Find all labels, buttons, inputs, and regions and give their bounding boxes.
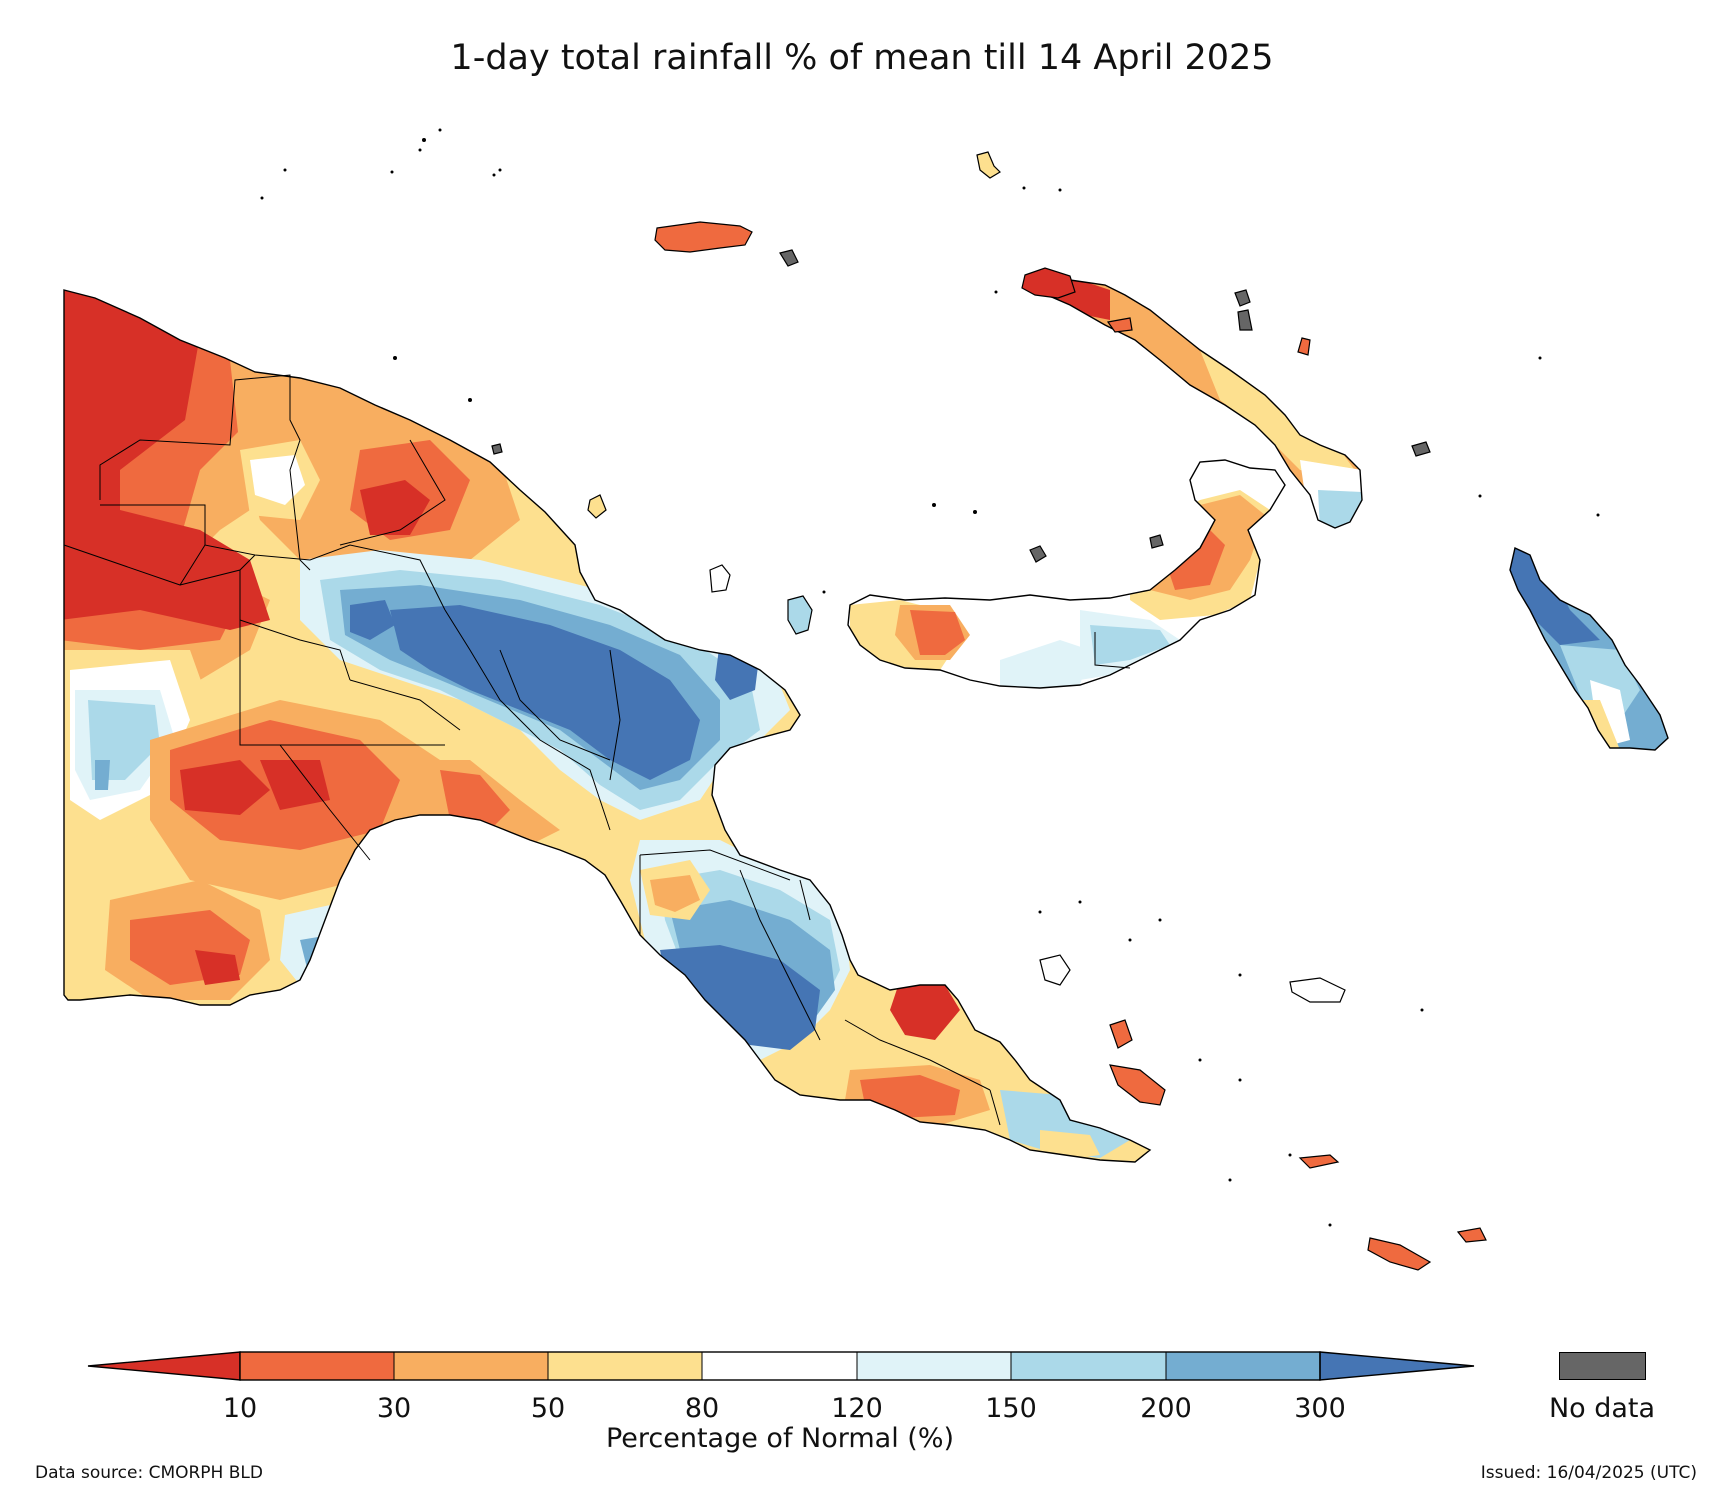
colorbar-tick: 80 xyxy=(684,1393,720,1424)
colorbar-segment-6 xyxy=(1011,1352,1166,1380)
colorbar-segment-3 xyxy=(548,1352,702,1380)
colorbar-tick: 200 xyxy=(1140,1393,1192,1424)
no-data-swatch xyxy=(1559,1352,1646,1380)
colorbar-tick: 50 xyxy=(530,1393,566,1424)
islands xyxy=(491,151,1487,1271)
colorbar-segment-7 xyxy=(1166,1352,1320,1380)
colorbar-segment-5 xyxy=(857,1352,1011,1380)
province-borders xyxy=(63,374,1001,1126)
colorbar-title: Percentage of Normal (%) xyxy=(605,1423,955,1454)
colorbar-segment-1 xyxy=(240,1352,394,1380)
colorbar-high-extend xyxy=(1319,1351,1475,1381)
colorbar-tick: 30 xyxy=(376,1393,412,1424)
mainland-outline xyxy=(63,289,1152,1163)
colorbar-tick: 120 xyxy=(831,1393,883,1424)
colorbar-segment-4 xyxy=(702,1352,857,1380)
new-britain-border xyxy=(1094,632,1131,669)
issued-date: Issued: 16/04/2025 (UTC) xyxy=(1480,1463,1697,1483)
no-data-label: No data xyxy=(1548,1393,1656,1424)
bougainville-outline xyxy=(1509,546,1669,751)
colorbar-tick: 10 xyxy=(222,1393,258,1424)
colorbar xyxy=(87,1351,1475,1381)
new-ireland-outline xyxy=(1026,274,1363,529)
data-source: Data source: CMORPH BLD xyxy=(35,1463,263,1483)
new-britain-outline xyxy=(847,459,1286,689)
colorbar-tick: 150 xyxy=(985,1393,1037,1424)
colorbar-segment-2 xyxy=(394,1352,548,1380)
colorbar-tick: 300 xyxy=(1294,1393,1346,1424)
island-specks xyxy=(260,128,1600,1227)
colorbar-low-extend xyxy=(87,1351,241,1381)
map-title: 1-day total rainfall % of mean till 14 A… xyxy=(450,38,1274,78)
